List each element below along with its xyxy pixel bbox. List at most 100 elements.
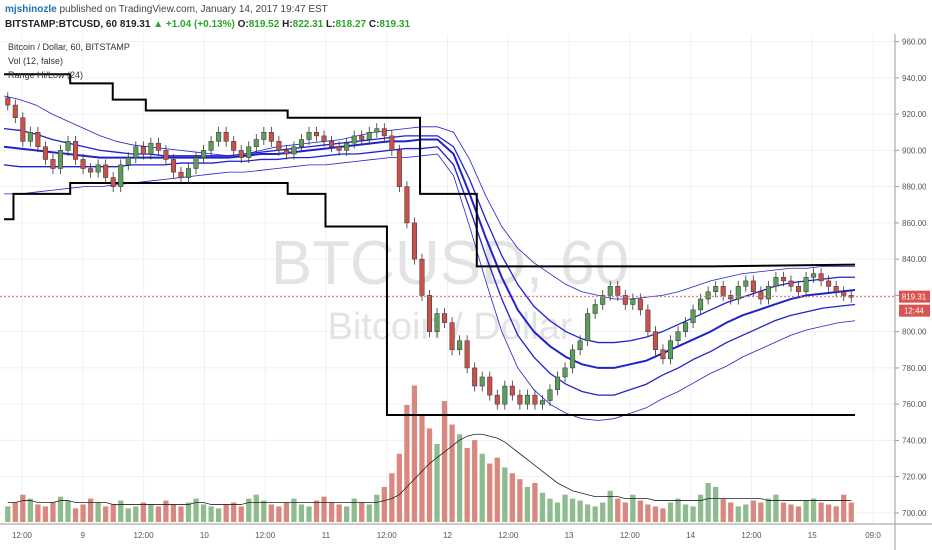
volume-bar	[163, 500, 169, 522]
volume-bars	[5, 385, 854, 522]
volume-bar	[178, 506, 184, 522]
band-line	[4, 153, 856, 421]
volume-bar	[697, 494, 704, 522]
candle	[630, 298, 636, 305]
volume-bar	[283, 502, 290, 522]
y-tick-label: 800.00	[902, 328, 927, 337]
volume-bar	[170, 504, 177, 522]
x-tick-label: 12:00	[741, 531, 762, 540]
volume-bar	[103, 506, 109, 522]
volume-ma-line	[7, 433, 852, 505]
volume-bar	[713, 486, 719, 522]
candle	[336, 146, 342, 151]
candle	[321, 135, 327, 142]
volume-bar	[509, 473, 515, 522]
volume-bar	[675, 498, 681, 522]
x-tick-label: 12:00	[498, 531, 519, 540]
volume-bar	[630, 494, 636, 522]
candle	[404, 186, 410, 224]
low-label: L:	[326, 19, 336, 30]
volume-bar	[773, 494, 779, 522]
y-tick-label: 940.00	[902, 74, 927, 83]
volume-bar	[441, 401, 448, 522]
candle	[351, 135, 357, 144]
candle	[585, 313, 591, 341]
candle	[434, 313, 440, 332]
x-tick-label: 12:00	[377, 531, 398, 540]
volume-bar	[57, 496, 64, 522]
volume-bar	[193, 498, 199, 522]
volume-bar	[298, 504, 305, 522]
volume-bar	[728, 502, 734, 522]
candle	[765, 286, 771, 300]
candle	[148, 142, 154, 155]
volume-bar	[336, 504, 342, 522]
candle	[140, 146, 146, 155]
candle	[35, 132, 41, 148]
candle	[178, 171, 184, 178]
candle	[223, 132, 229, 142]
candle	[231, 141, 237, 151]
volume-bar	[803, 500, 809, 522]
legend-range: Range Hi/Low (24)	[8, 70, 83, 80]
volume-bar	[208, 506, 214, 522]
countdown-tag: 12:44	[899, 304, 930, 317]
candle	[185, 168, 192, 178]
candle	[555, 376, 561, 390]
candle	[366, 132, 372, 140]
candle	[472, 367, 478, 387]
volume-bar	[652, 506, 659, 522]
volume-bar	[818, 502, 824, 522]
candle	[562, 367, 568, 378]
y-tick-label: 840.00	[902, 255, 927, 264]
candle	[788, 280, 794, 287]
candle	[442, 313, 448, 323]
volume-bar	[185, 502, 192, 522]
volume-bar	[12, 502, 18, 522]
x-tick-label: 12:00	[255, 531, 276, 540]
change-value: ▲ +1.04 (+0.13%)	[153, 19, 235, 30]
volume-bar	[637, 500, 644, 522]
open-value: 819.52	[248, 19, 280, 30]
candle	[5, 97, 11, 106]
candle	[170, 159, 176, 173]
author-link[interactable]: mjshinozle	[5, 4, 57, 15]
x-tick-label: 09:0	[865, 531, 881, 540]
volume-bar	[321, 496, 327, 522]
price-chart[interactable]: BTCUSD, 60 Bitcoin / Dollar 960.00940.00…	[0, 34, 932, 550]
candle	[163, 150, 169, 160]
volume-bar	[231, 502, 237, 522]
volume-bar	[5, 506, 11, 522]
volume-bar	[87, 498, 94, 522]
candle	[637, 298, 643, 311]
volume-bar	[569, 498, 576, 522]
candles	[5, 92, 854, 410]
volume-bar	[42, 506, 49, 522]
volume-bar	[223, 504, 229, 522]
candle	[818, 273, 824, 282]
close-label: C:	[368, 19, 380, 30]
candle	[103, 164, 109, 178]
band-line	[3, 146, 856, 396]
volume-bar	[682, 504, 689, 522]
candle	[65, 141, 71, 151]
volume-bar	[148, 504, 154, 522]
candle	[396, 150, 402, 187]
candle	[487, 376, 493, 396]
volume-ma	[7, 433, 852, 505]
candle	[329, 141, 335, 148]
candle	[750, 280, 756, 293]
volume-bar	[615, 498, 621, 522]
candle	[698, 298, 704, 311]
candle	[276, 141, 282, 151]
volume-bar	[456, 434, 463, 522]
candle	[261, 132, 267, 140]
y-tick-label: 960.00	[902, 38, 927, 47]
candle	[841, 291, 847, 296]
y-tick-label: 700.00	[902, 509, 927, 518]
y-tick-label: 740.00	[902, 436, 927, 445]
x-tick-label: 14	[686, 531, 695, 540]
x-tick-label: 12:00	[12, 531, 33, 540]
x-tick-label: 12	[443, 531, 452, 540]
candle	[411, 222, 417, 260]
